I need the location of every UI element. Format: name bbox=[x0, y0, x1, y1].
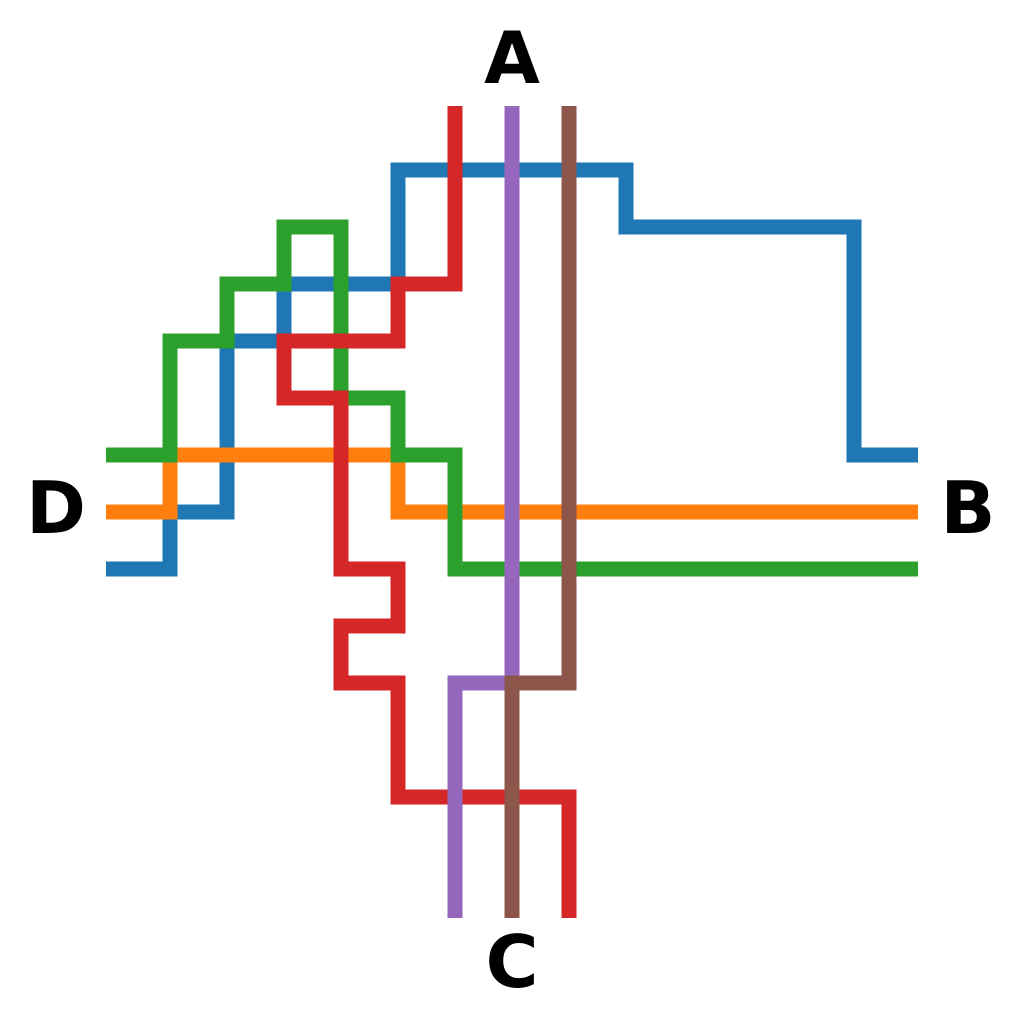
route-purple bbox=[447, 106, 520, 918]
endpoint-label-left: D bbox=[26, 466, 86, 550]
route-green bbox=[106, 219, 918, 577]
endpoint-label-top: A bbox=[484, 16, 540, 100]
routes-layer bbox=[106, 106, 918, 918]
endpoint-labels: A B C D bbox=[26, 16, 995, 1004]
endpoint-label-bottom: C bbox=[486, 920, 539, 1004]
route-orange bbox=[106, 447, 918, 520]
endpoint-label-right: B bbox=[941, 466, 996, 550]
route-brown bbox=[504, 106, 577, 918]
route-red bbox=[276, 106, 577, 918]
